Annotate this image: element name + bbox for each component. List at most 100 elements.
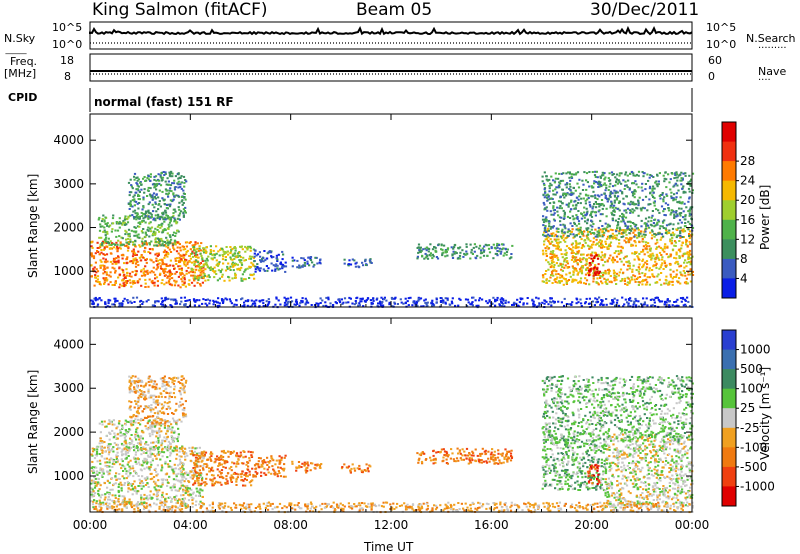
power-cell xyxy=(555,278,558,281)
power-cell xyxy=(125,241,128,244)
power-cell xyxy=(601,246,604,249)
power-cell xyxy=(134,191,137,194)
power-cell xyxy=(600,240,603,243)
power-cell xyxy=(103,220,106,223)
velocity-cell xyxy=(106,486,109,489)
power-cell xyxy=(158,242,161,245)
velocity-cell xyxy=(175,475,178,478)
power-cell xyxy=(233,246,236,248)
power-cell xyxy=(370,301,373,304)
velocity-cell xyxy=(127,461,130,464)
power-cell xyxy=(223,253,226,255)
power-cell xyxy=(128,191,131,194)
power-cell xyxy=(542,280,545,283)
power-cell xyxy=(163,263,166,266)
power-cell xyxy=(486,254,489,257)
power-cell xyxy=(552,218,556,221)
power-cell xyxy=(254,304,257,307)
power-cell xyxy=(684,215,687,218)
power-cell xyxy=(634,241,637,244)
power-cell xyxy=(499,252,502,255)
power-cell xyxy=(680,177,683,180)
power-cell xyxy=(120,236,123,239)
power-cell xyxy=(557,273,560,275)
power-cell xyxy=(496,250,499,252)
power-cell xyxy=(420,305,423,308)
power-cell xyxy=(632,264,635,267)
power-cell xyxy=(588,268,591,271)
power-cell xyxy=(372,297,375,300)
power-cell xyxy=(303,264,306,267)
power-cell xyxy=(204,299,207,301)
power-cell xyxy=(630,237,633,240)
power-cell xyxy=(362,264,365,267)
power-cell xyxy=(391,305,394,308)
power-cell xyxy=(436,257,440,260)
power-cell xyxy=(244,278,247,281)
velocity-cell xyxy=(91,503,95,506)
power-cell xyxy=(265,265,268,267)
power-cell xyxy=(628,264,631,267)
power-cell xyxy=(585,188,588,191)
power-cell xyxy=(275,296,278,299)
power-cell xyxy=(676,298,679,301)
velocity-cell xyxy=(114,497,117,499)
power-cell xyxy=(657,183,660,186)
velocity-cell xyxy=(118,473,121,475)
power-cell xyxy=(619,189,622,192)
power-cell xyxy=(600,199,604,201)
power-cell xyxy=(554,244,557,247)
power-cell xyxy=(546,245,549,248)
power-cell xyxy=(202,269,205,272)
power-cell xyxy=(151,203,154,206)
power-cell xyxy=(680,300,683,303)
velocity-cell xyxy=(198,446,201,449)
power-cell xyxy=(274,303,277,306)
power-cell xyxy=(294,304,297,306)
velocity-cell xyxy=(178,450,181,453)
velocity-cell xyxy=(102,446,105,449)
velocity-cell xyxy=(106,461,109,464)
power-cell xyxy=(241,248,244,251)
power-cell xyxy=(575,196,578,199)
velocity-cell xyxy=(166,484,169,487)
power-cell xyxy=(577,210,580,212)
velocity-cell xyxy=(93,486,97,489)
power-cell xyxy=(673,240,677,243)
power-cell xyxy=(653,200,656,203)
power-cell xyxy=(601,203,604,206)
velocity-cell xyxy=(183,451,186,454)
power-cell xyxy=(381,301,384,303)
power-cell xyxy=(145,270,148,273)
power-cell xyxy=(674,198,677,201)
power-cell xyxy=(649,191,652,194)
power-cell xyxy=(147,229,150,232)
power-cell xyxy=(552,225,555,228)
power-cell xyxy=(658,278,661,281)
power-cell xyxy=(224,269,228,272)
velocity-cell xyxy=(115,472,118,475)
velocity-cell xyxy=(141,482,145,485)
velocity-cell xyxy=(181,445,184,448)
power-cell xyxy=(194,255,197,258)
power-cell xyxy=(685,239,688,242)
power-cell xyxy=(347,301,350,304)
velocity-cell xyxy=(99,496,102,499)
power-cell xyxy=(684,174,687,177)
power-cell xyxy=(673,217,676,219)
power-cell xyxy=(625,260,628,263)
power-cell xyxy=(545,270,548,272)
velocity-cell xyxy=(116,451,119,454)
power-cell xyxy=(631,194,635,197)
power-cell xyxy=(459,251,462,254)
velocity-cell xyxy=(147,455,150,458)
velocity-cell xyxy=(114,494,117,497)
power-cell xyxy=(192,277,195,280)
power-cell xyxy=(125,280,128,283)
velocity-cell xyxy=(166,456,169,459)
power-cell xyxy=(195,268,198,271)
power-cell xyxy=(172,193,175,196)
power-cell xyxy=(541,301,544,304)
power-cell xyxy=(597,180,600,183)
power-cell xyxy=(169,218,173,220)
